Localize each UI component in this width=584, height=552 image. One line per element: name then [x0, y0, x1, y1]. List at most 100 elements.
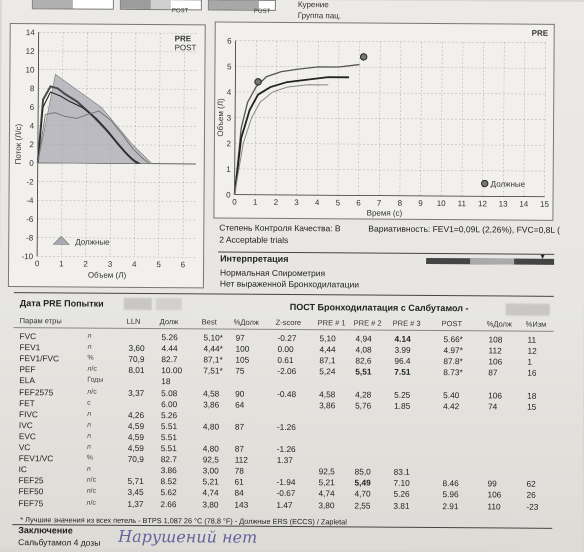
vol-series-line [234, 84, 329, 195]
flow-gridline-y [37, 218, 196, 221]
vol-x-tick-label: 2 [274, 198, 279, 207]
row-parameter: FEF50 [18, 486, 44, 497]
row-cell-chg: 15 [527, 401, 537, 412]
flow-y-tick-label: -8 [26, 233, 34, 242]
row-cell-best: 3,00 [202, 465, 219, 476]
vol-x-tick-label: 3 [294, 198, 299, 207]
row-cell-pred: 5.08 [161, 387, 178, 398]
row-cell-p1: 5,10 [319, 333, 336, 344]
vol-y-tick-label: 2 [226, 139, 231, 148]
row-cell-pred: 82.7 [161, 354, 178, 365]
vol-gridline-x [255, 40, 257, 195]
vol-x-tick-label: 13 [499, 199, 509, 208]
flow-x-tick-label: 6 [181, 260, 186, 269]
flow-y-tick-label: 2 [29, 140, 34, 149]
row-cell-pct: 97 [235, 332, 245, 343]
row-cell-post: 8.73* [443, 367, 463, 378]
vol-x-tick-label: 15 [540, 200, 550, 209]
vol-predicted-point [359, 53, 368, 61]
flow-post-label: POST [175, 43, 197, 52]
row-cell-pred: 5.51 [160, 443, 177, 454]
flow-series-line [37, 91, 141, 165]
row-cell-pct: 112 [234, 454, 248, 465]
row-unit: л [87, 343, 92, 351]
row-cell-p2: 5,51 [355, 366, 372, 377]
flow-x-tick-label: 5 [156, 260, 161, 269]
patient-group-label: Группа пац. [297, 11, 342, 21]
row-cell-pred: 4.44 [161, 343, 178, 354]
flow-x-tick-label: 4 [132, 260, 137, 269]
row-cell-p2: 4,70 [354, 488, 371, 499]
row-cell-pred: 82.7 [160, 454, 177, 465]
redacted-post-date [505, 303, 550, 316]
row-cell-z: -0.27 [277, 332, 297, 344]
interpretation-line-1: Нормальная Спирометрия [219, 267, 326, 279]
row-cell-post: 87.8* [443, 356, 463, 367]
vol-legend-predicted: Должные [491, 180, 526, 189]
row-cell-z: -1.94 [276, 477, 296, 488]
row-parameter: EVC [18, 431, 36, 442]
row-cell-z: -1.26 [276, 421, 296, 432]
vol-x-axis-label: Время (с) [367, 209, 403, 218]
flow-gridline-y [38, 32, 197, 34]
row-cell-p2: 4,08 [355, 344, 372, 355]
vol-y-axis [234, 40, 237, 195]
interpretation-title: Интерпретация [220, 253, 289, 264]
row-cell-best: 3,86 [203, 398, 220, 410]
row-unit: л [86, 443, 91, 451]
row-cell-p1: 5,24 [319, 366, 336, 377]
row-cell-post: 4.97* [443, 345, 463, 356]
row-parameter: PEF [19, 364, 36, 375]
row-cell-best: 5,21 [202, 476, 219, 487]
row-cell-best: 4,58 [203, 387, 220, 399]
predicted-legend-icon [52, 236, 70, 245]
row-cell-best: 5,10* [203, 332, 223, 343]
conclusion-line: Сальбутамол 4 дозы [18, 537, 101, 548]
row-cell-pct: 64 [235, 399, 245, 410]
table-header-rule [13, 327, 554, 332]
row-cell-post: 4.42 [443, 400, 460, 411]
row-parameter: FVC [19, 331, 37, 342]
flow-y-tick-label: -10 [22, 252, 34, 261]
row-cell-lln: 4,59 [127, 420, 145, 431]
flow-x-axis-label: Объем (Л) [88, 271, 127, 280]
row-cell-pred: 5.62 [160, 487, 177, 498]
row-cell-p2: 2,55 [354, 499, 371, 511]
flow-volume-chart: 14 12 10 8 6 4 2 0 -2 -4 -6 -8 -10 0 1 2 3 4 5 6 PRE POST Пото… [7, 23, 206, 289]
vol-y-tick-label: 4 [227, 88, 232, 97]
conclusion-title: Заключение [18, 525, 73, 536]
row-cell-best: 4,80 [202, 443, 219, 454]
column-header: Парам етры [19, 316, 62, 326]
row-unit: % [86, 454, 93, 462]
row-unit: л [87, 410, 92, 418]
vol-predicted-point [254, 78, 262, 86]
vol-gridline-x [399, 41, 402, 196]
row-cell-pct: 143 [234, 499, 249, 510]
row-parameter: FIVC [18, 408, 38, 419]
vol-x-tick-label: 11 [458, 199, 467, 208]
vol-gridline-y [234, 168, 545, 172]
row-cell-ppct: 106 [488, 356, 503, 367]
vol-gridline-y [235, 91, 546, 95]
row-parameter: FEF75 [18, 497, 44, 508]
vol-x-axis [234, 194, 545, 198]
flow-y-tick-label: -6 [26, 215, 34, 224]
vol-y-tick-label: 5 [227, 62, 232, 71]
vol-legend-predicted-icon [481, 179, 489, 188]
row-cell-lln: 8,01 [128, 365, 145, 376]
row-unit: с [87, 399, 91, 407]
row-cell-z: 1.37 [276, 455, 293, 466]
interpretation-bar-light [470, 258, 515, 265]
flow-gridline-y [37, 181, 196, 183]
row-cell-pct: 61 [234, 476, 244, 487]
vol-gridline-x [503, 42, 505, 197]
legend-swatch-post-a [119, 0, 202, 11]
vol-gridline-x [379, 41, 381, 196]
row-cell-p1: 5,21 [318, 477, 335, 488]
row-cell-p3: 83.1 [393, 466, 410, 478]
row-cell-p1: 4,74 [318, 488, 335, 499]
handwritten-signature: Нарушений нет [118, 526, 258, 547]
row-cell-ppct: 112 [488, 345, 502, 356]
row-cell-pct: 87 [234, 421, 245, 432]
row-cell-best: 4,44* [203, 343, 223, 354]
